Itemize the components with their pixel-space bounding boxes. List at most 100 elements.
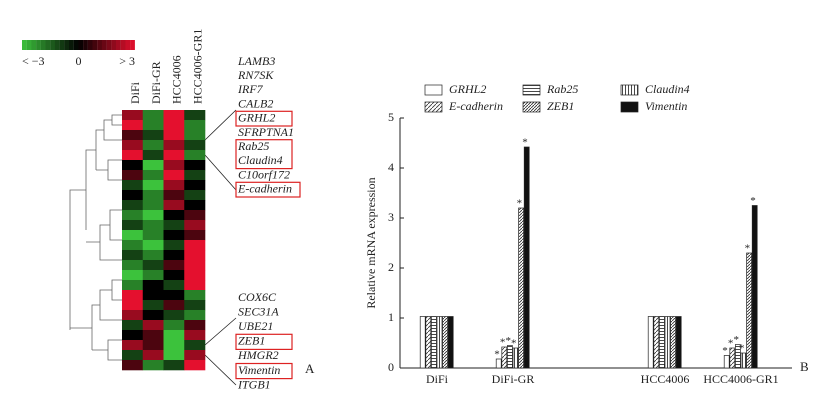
bar — [436, 316, 443, 369]
heatmap-cell — [163, 320, 185, 331]
colorbar-segment — [101, 40, 107, 50]
heatmap-cell — [122, 220, 144, 231]
heatmap-cell — [163, 360, 185, 371]
heatmap-cell — [163, 270, 185, 281]
bar — [735, 344, 741, 369]
heatmap-cell — [184, 230, 206, 241]
bar — [507, 345, 513, 369]
bar — [431, 316, 437, 369]
bar — [664, 316, 671, 369]
legend-swatch — [424, 101, 443, 113]
heatmap-cell — [122, 320, 144, 331]
highlight-box — [235, 181, 301, 198]
heatmap-cell — [122, 210, 144, 221]
heatmap-cell — [122, 270, 144, 281]
heatmap-cell — [184, 170, 206, 181]
bar — [523, 146, 530, 369]
colorbar-segment — [45, 40, 51, 50]
heatmap-cell — [184, 110, 206, 121]
bar — [518, 207, 524, 369]
heatmap-cell — [122, 340, 144, 351]
significance-mark: * — [745, 243, 751, 255]
colorbar-segment — [120, 40, 126, 50]
column-label: HCC4006-GR1 — [190, 29, 204, 104]
heatmap-cell — [142, 180, 164, 191]
legend-swatch — [620, 84, 639, 96]
heatmap-cell — [142, 150, 164, 161]
colorbar-segment — [73, 40, 79, 50]
significance-mark: * — [500, 337, 506, 349]
significance-mark: * — [505, 335, 511, 347]
heatmap-cell — [163, 340, 185, 351]
heatmap-cell — [184, 360, 206, 371]
heatmap-cell — [122, 230, 144, 241]
x-tick-label: HCC4006 — [641, 372, 690, 386]
bar — [740, 352, 747, 369]
heatmap-cell — [163, 300, 185, 311]
heatmap-cell — [142, 220, 164, 231]
heatmap-cell — [122, 290, 144, 301]
gene-label: UBE21 — [238, 319, 273, 333]
heatmap-cell — [142, 340, 164, 351]
heatmap-cell — [142, 290, 164, 301]
colorbar-segment — [130, 40, 135, 50]
y-tick-label: 2 — [388, 260, 394, 274]
highlight-box — [235, 110, 293, 127]
gene-label: COX6C — [238, 290, 277, 304]
significance-mark: * — [522, 137, 528, 149]
heatmap-cell — [184, 210, 206, 221]
heatmap-cell — [163, 150, 185, 161]
heatmap-cell — [163, 200, 185, 211]
heatmap-cell — [122, 260, 144, 271]
column-label: DiFi — [128, 81, 142, 104]
heatmap-cell — [163, 280, 185, 291]
heatmap-cell — [122, 240, 144, 251]
colorbar-segment — [87, 40, 93, 50]
heatmap-cell — [142, 270, 164, 281]
bar — [751, 205, 758, 369]
heatmap-cell — [184, 150, 206, 161]
bar — [647, 316, 654, 369]
gene-label: ITGB1 — [237, 377, 271, 391]
heatmap-cell — [122, 310, 144, 321]
heatmap-cell — [184, 270, 206, 281]
heatmap-cell — [163, 250, 185, 261]
significance-mark: * — [733, 334, 739, 346]
colorbar-label: > 3 — [119, 54, 135, 68]
heatmap-cell — [122, 360, 144, 371]
column-label: HCC4006 — [170, 55, 184, 104]
heatmap-cell — [122, 140, 144, 151]
legend-label: GRHL2 — [449, 82, 486, 96]
bar — [501, 346, 508, 369]
colorbar-segment — [64, 40, 70, 50]
bar — [653, 316, 660, 369]
significance-mark: * — [511, 338, 517, 350]
legend-label: Claudin4 — [645, 82, 690, 96]
heatmap-cell — [184, 240, 206, 251]
bar — [675, 316, 682, 369]
heatmap-cell — [184, 200, 206, 211]
heatmap-cell — [122, 250, 144, 261]
heatmap-cell — [184, 350, 206, 361]
y-tick-label: 0 — [388, 360, 394, 374]
highlight-box — [235, 362, 293, 380]
colorbar-segment — [36, 40, 41, 50]
heatmap-cell — [163, 310, 185, 321]
legend-swatch — [522, 84, 541, 96]
heatmap-cell — [184, 140, 206, 151]
heatmap-cell — [142, 250, 164, 261]
legend-label: E-cadherin — [448, 99, 503, 113]
heatmap-cell — [142, 160, 164, 171]
colorbar-label: < −3 — [22, 54, 45, 68]
heatmap-cell — [142, 240, 164, 251]
highlight-box — [235, 333, 293, 350]
heatmap-cell — [184, 340, 206, 351]
heatmap-cell — [184, 160, 206, 171]
heatmap-cell — [122, 180, 144, 191]
heatmap-cell — [163, 350, 185, 361]
panel-label: A — [305, 361, 315, 376]
significance-mark: * — [728, 338, 734, 350]
significance-mark: * — [739, 343, 745, 355]
heatmap-cell — [122, 280, 144, 291]
gene-label: RN7SK — [237, 68, 274, 82]
